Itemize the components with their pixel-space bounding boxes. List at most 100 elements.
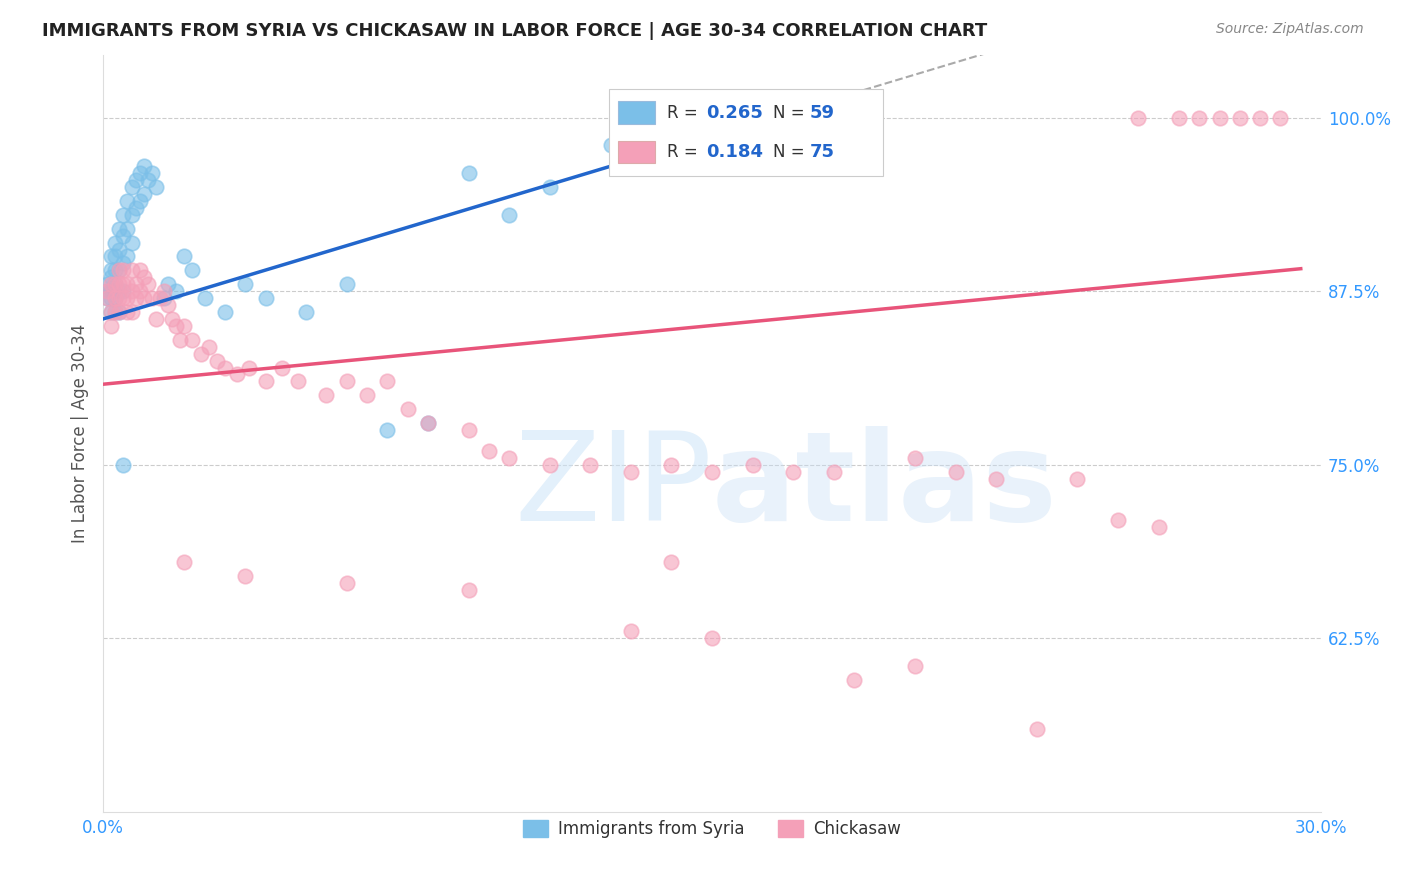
Point (96, 291, 118, 305)
Point (416, 416, 439, 430)
Point (169, 333, 191, 347)
Text: R =: R = (666, 103, 703, 121)
Point (1229, 111, 1251, 125)
Point (844, 673, 866, 687)
Point (128, 284, 150, 298)
Point (104, 277, 127, 292)
Point (620, 465, 643, 479)
Text: 59: 59 (810, 103, 835, 121)
Bar (619, 141, 655, 163)
Point (117, 250, 139, 264)
Point (214, 360, 236, 375)
Text: ZIP: ZIP (515, 426, 711, 547)
Point (741, 458, 763, 472)
Point (254, 375, 277, 389)
Point (96, 284, 118, 298)
Point (721, 111, 744, 125)
Point (904, 450, 927, 465)
Point (96, 284, 118, 298)
Point (457, 423, 479, 437)
Point (121, 208, 143, 222)
Point (112, 228, 135, 243)
Point (478, 443, 501, 458)
Point (986, 472, 1008, 486)
Bar (619, 102, 655, 124)
Point (121, 235, 143, 250)
Point (100, 318, 122, 333)
Point (1249, 111, 1271, 125)
Point (197, 340, 219, 354)
Point (165, 284, 187, 298)
Point (108, 277, 131, 292)
Point (141, 166, 163, 180)
Point (336, 575, 359, 590)
Point (149, 291, 172, 305)
Point (226, 368, 249, 382)
Point (214, 305, 236, 319)
Point (108, 221, 131, 235)
Point (233, 277, 256, 292)
Point (538, 180, 561, 194)
Point (181, 263, 204, 277)
Point (190, 346, 212, 360)
Point (117, 277, 139, 292)
Point (112, 208, 135, 222)
Point (579, 458, 602, 472)
Point (498, 450, 520, 465)
Point (100, 277, 122, 292)
Point (173, 555, 195, 569)
Point (132, 159, 155, 173)
Point (100, 305, 122, 319)
Text: 75: 75 (810, 143, 835, 161)
Point (661, 555, 683, 569)
Point (375, 423, 398, 437)
Text: N =: N = (773, 103, 810, 121)
Point (112, 291, 135, 305)
Point (254, 291, 277, 305)
Point (599, 138, 621, 153)
Point (416, 416, 439, 430)
Point (270, 360, 292, 375)
Point (108, 243, 131, 257)
Point (336, 375, 359, 389)
Point (112, 256, 135, 270)
Point (121, 180, 143, 194)
Point (457, 582, 479, 597)
Point (700, 465, 723, 479)
Point (96, 277, 118, 292)
Point (117, 194, 139, 208)
Point (112, 277, 135, 292)
Legend: Immigrants from Syria, Chickasaw: Immigrants from Syria, Chickasaw (516, 814, 908, 845)
Point (233, 569, 256, 583)
Point (1270, 111, 1292, 125)
Point (100, 305, 122, 319)
Point (157, 298, 180, 312)
Point (375, 375, 398, 389)
Point (108, 291, 131, 305)
FancyBboxPatch shape (609, 89, 883, 177)
Point (238, 360, 260, 375)
Point (124, 201, 146, 215)
Point (1147, 520, 1170, 534)
Point (356, 388, 378, 402)
Point (128, 263, 150, 277)
Text: N =: N = (773, 143, 810, 161)
Point (100, 291, 122, 305)
Point (141, 291, 163, 305)
Point (104, 277, 127, 292)
Point (336, 277, 359, 292)
Point (124, 277, 146, 292)
Point (136, 173, 159, 187)
Point (700, 632, 723, 646)
Point (112, 284, 135, 298)
Text: 0.184: 0.184 (706, 143, 763, 161)
Point (173, 250, 195, 264)
Point (108, 305, 131, 319)
Point (100, 270, 122, 285)
Point (457, 166, 479, 180)
Point (128, 166, 150, 180)
Point (153, 284, 176, 298)
Point (904, 659, 927, 673)
Point (181, 333, 204, 347)
Point (128, 194, 150, 208)
